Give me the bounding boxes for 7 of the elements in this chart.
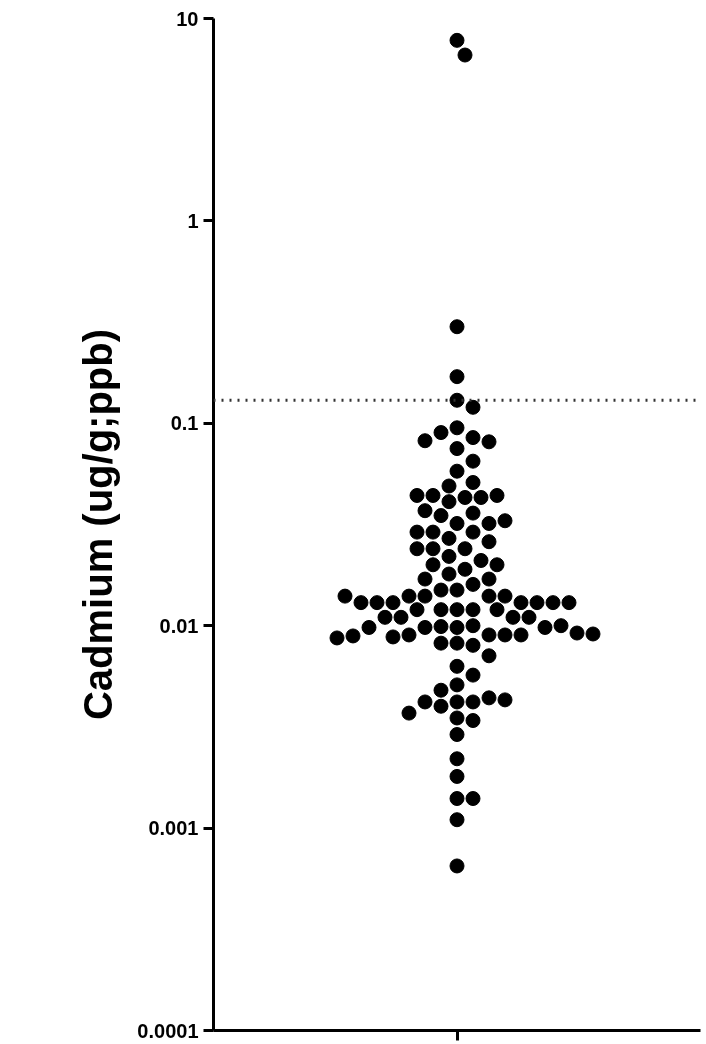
y-tick-label: 1 <box>187 209 199 232</box>
y-axis-title: Cadmium (ug/g;ppb) <box>76 328 121 721</box>
y-tick-label: 0.01 <box>159 614 199 637</box>
y-tick-label: 0.0001 <box>137 1019 199 1042</box>
y-tick-label: 0.1 <box>170 412 199 435</box>
y-tick-label: 10 <box>176 7 199 30</box>
y-tick-label: 0.001 <box>148 817 199 840</box>
